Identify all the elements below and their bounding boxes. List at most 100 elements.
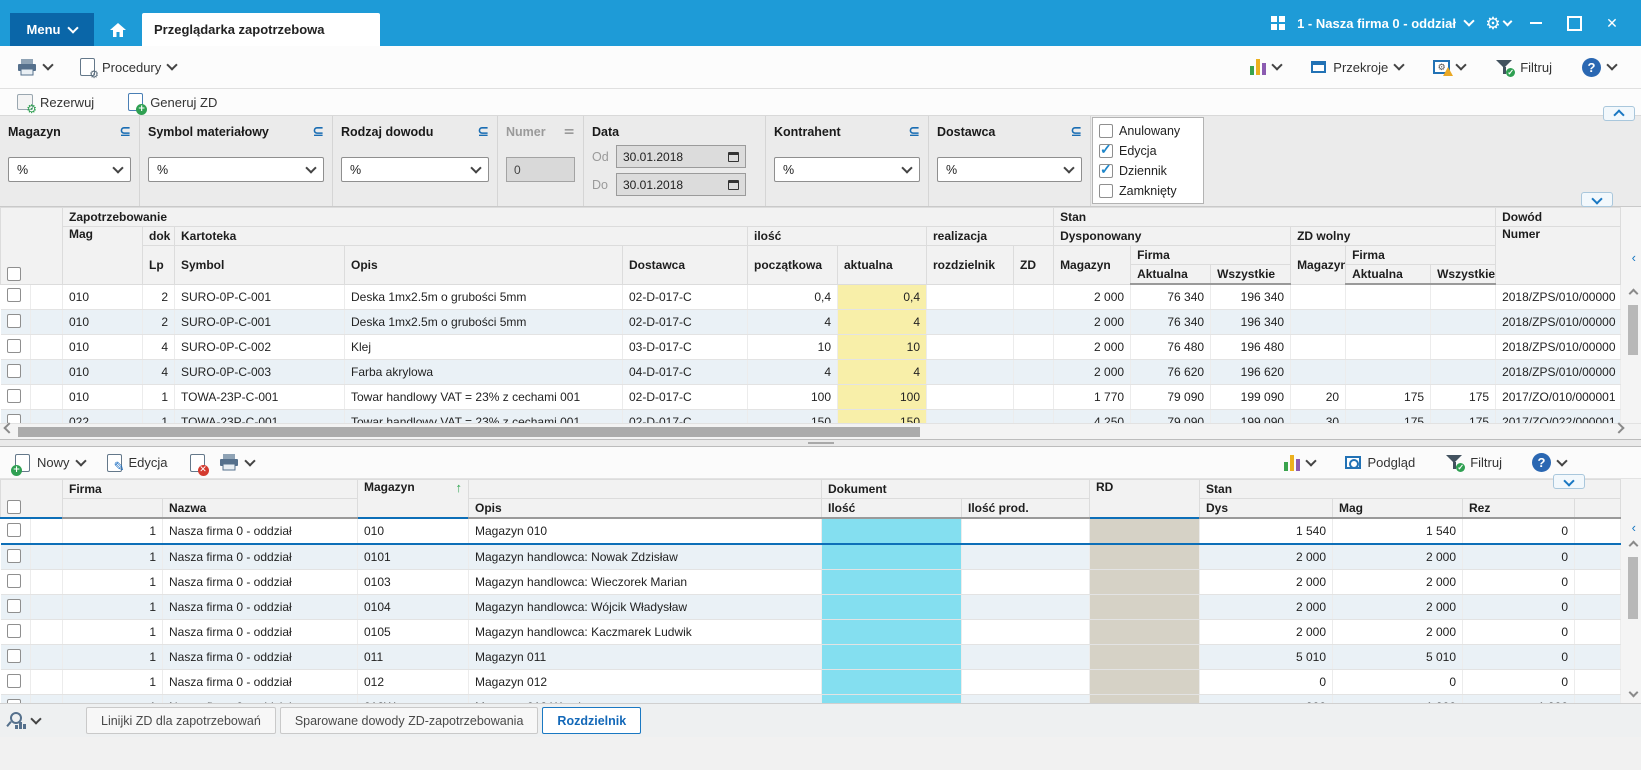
column-header-ilosc-prod[interactable]: Ilość prod.	[960, 498, 1091, 519]
table-row-selected[interactable]: 1 Nasza firma 0 - oddział 010 Magazyn 010 1 …	[0, 517, 1622, 545]
table-row[interactable]: 010 2 SURO-0P-C-001 Deska 1mx2.5m o grubośc…	[0, 309, 1622, 335]
column-header-opis[interactable]: Opis	[468, 498, 822, 519]
checkbox-checked-icon[interactable]	[1099, 161, 1113, 178]
ilosc-edit-cell[interactable]	[821, 694, 962, 703]
table-row[interactable]: 1 Nasza firma 0 - oddział 011 Magazyn 011 5 …	[0, 644, 1622, 670]
group-header-stan[interactable]: Stan	[1199, 479, 1622, 499]
subset-operator[interactable]: ⊆	[1070, 124, 1082, 140]
nowy-button[interactable]: + Nowy	[8, 448, 92, 478]
subset-operator[interactable]: ⊆	[312, 124, 324, 140]
column-header-dok[interactable]: dok	[142, 226, 175, 246]
zoom-table-button[interactable]	[6, 712, 42, 729]
column-header-nazwa[interactable]: Nazwa	[162, 498, 358, 519]
scrollbar-thumb[interactable]	[1628, 305, 1638, 355]
column-header-zd[interactable]: ZD	[1012, 245, 1055, 285]
row-checkbox[interactable]	[6, 673, 21, 688]
przekroje-button[interactable]: Przekroje	[1304, 52, 1410, 82]
filtruj-button[interactable]: ✓ Filtruj	[1488, 52, 1559, 82]
column-header-zdw-aktualna[interactable]: Aktualna	[1345, 264, 1432, 285]
checkbox-icon[interactable]	[1099, 183, 1113, 198]
chart-bottom-button[interactable]	[1277, 448, 1322, 478]
row-checkbox[interactable]	[6, 698, 21, 703]
row-checkbox[interactable]	[6, 338, 21, 353]
menu-button[interactable]: Menu	[10, 13, 94, 46]
group-header-firma[interactable]: Firma	[62, 479, 358, 499]
row-checkbox[interactable]	[6, 648, 21, 663]
company-selector[interactable]: 1 - Nasza firma 0 - oddział	[1297, 15, 1475, 31]
modules-grid-icon[interactable]	[1271, 16, 1286, 30]
group-header-zapotrzebowanie[interactable]: Zapotrzebowanie	[61, 207, 1055, 227]
settings-gear-button[interactable]: ⚙	[1485, 10, 1513, 36]
select-all-checkbox[interactable]	[7, 500, 21, 514]
tab-linijki-zd[interactable]: Linijki ZD dla zapotrzebowań	[86, 707, 276, 734]
main-vertical-scrollbar[interactable]	[1627, 288, 1639, 418]
bottom-collapse-down-button[interactable]	[1553, 474, 1585, 489]
group-header-dysponowany[interactable]: Dysponowany	[1053, 226, 1292, 246]
group-header-kartoteka[interactable]: Kartoteka	[174, 226, 748, 246]
maximize-button[interactable]	[1561, 10, 1587, 36]
row-checkbox[interactable]	[6, 623, 21, 638]
close-button[interactable]: ✕	[1599, 10, 1625, 36]
generuj-zd-button[interactable]: + Generuj ZD	[121, 87, 224, 117]
date-from-input[interactable]: 30.01.2018	[616, 145, 746, 168]
column-header-poczatkowa[interactable]: początkowa	[747, 245, 838, 285]
subset-operator[interactable]: ⊆	[477, 124, 489, 140]
print-button[interactable]	[10, 52, 59, 82]
scrollbar-thumb[interactable]	[1628, 557, 1638, 619]
checkbox-zamkniety[interactable]: Zamknięty	[1099, 182, 1197, 199]
column-header-zdw-wszystkie[interactable]: Wszystkie	[1430, 264, 1497, 285]
bottom-panel-collapse-icon[interactable]: ‹	[1631, 520, 1636, 535]
edycja-button[interactable]: ✎ Edycja	[100, 448, 175, 478]
column-header-ilosc[interactable]: Ilość	[821, 498, 962, 519]
checkbox-icon[interactable]	[1099, 123, 1113, 138]
ilosc-edit-cell[interactable]	[821, 517, 962, 545]
filtruj-bottom-button[interactable]: ✓ Filtruj	[1438, 448, 1509, 478]
column-header-rd[interactable]: RD	[1089, 479, 1201, 519]
table-row[interactable]: 022 1 TOWA-23P-C-001 Towar handlowy VAT = 2…	[0, 409, 1622, 423]
ilosc-edit-cell[interactable]	[821, 569, 962, 595]
checkbox-dziennik[interactable]: Dziennik	[1099, 161, 1197, 179]
column-header-numer[interactable]: Numer	[1495, 226, 1622, 285]
column-header-dysp-magazyn[interactable]: Magazyn	[1053, 245, 1132, 285]
horizontal-scrollbar[interactable]	[0, 422, 1641, 439]
rodzaj-filter-select[interactable]: %	[341, 157, 489, 182]
minimize-button[interactable]	[1523, 10, 1549, 36]
date-to-input[interactable]: 30.01.2018	[616, 173, 746, 196]
group-header-realizacja[interactable]: realizacja	[925, 226, 1055, 246]
group-header-zdw-firma[interactable]: Firma	[1345, 245, 1497, 265]
column-header-rez[interactable]: Rez	[1462, 498, 1576, 519]
subset-operator[interactable]: ⊆	[908, 124, 920, 140]
row-checkbox[interactable]	[6, 388, 21, 403]
rezerwuj-button[interactable]: ⚙ Rezerwuj	[10, 87, 101, 117]
group-header-dowod[interactable]: Dowód	[1495, 207, 1622, 227]
help-bottom-button[interactable]: ?	[1525, 448, 1573, 478]
kontrahent-filter-select[interactable]: %	[774, 157, 920, 182]
bottom-vertical-scrollbar[interactable]	[1627, 540, 1639, 698]
table-row[interactable]: 1 Nasza firma 0 - oddział 0104 Magazyn hand…	[0, 594, 1622, 620]
filter-expand-down-button[interactable]	[1581, 192, 1613, 207]
group-header-ilosc[interactable]: ilość	[747, 226, 927, 246]
row-checkbox[interactable]	[6, 548, 21, 563]
ilosc-edit-cell[interactable]	[821, 669, 962, 695]
column-header-dostawca[interactable]: Dostawca	[622, 245, 748, 285]
ilosc-edit-cell[interactable]	[821, 594, 962, 620]
calendar-icon[interactable]	[728, 151, 739, 162]
column-header-magazyn[interactable]: Magazyn ↑	[357, 479, 469, 519]
column-header-dys[interactable]: Dys	[1199, 498, 1334, 519]
table-row[interactable]: 010 4 SURO-0P-C-003 Farba akrylowa 04-D-017-…	[0, 359, 1622, 385]
print-bottom-button[interactable]	[212, 448, 261, 478]
scroll-up-icon[interactable]	[1628, 540, 1638, 551]
scroll-right-icon[interactable]	[1613, 422, 1625, 434]
calendar-icon[interactable]	[728, 179, 739, 190]
delete-button[interactable]: ✕	[183, 448, 212, 478]
ilosc-edit-cell[interactable]	[821, 619, 962, 645]
home-button[interactable]	[94, 13, 142, 46]
symbol-filter-select[interactable]: %	[148, 157, 324, 182]
select-all-checkbox[interactable]	[7, 266, 21, 281]
group-header-zd-wolny[interactable]: ZD wolny	[1290, 226, 1497, 246]
sort-ascending-icon[interactable]: ↑	[455, 480, 463, 495]
row-checkbox[interactable]	[6, 573, 21, 588]
table-row[interactable]: 010 4 SURO-0P-C-002 Klej 03-D-017-C 10 10 2 000…	[0, 334, 1622, 360]
table-row[interactable]: 010 1 TOWA-23P-C-001 Towar handlowy VAT = 2…	[0, 384, 1622, 410]
